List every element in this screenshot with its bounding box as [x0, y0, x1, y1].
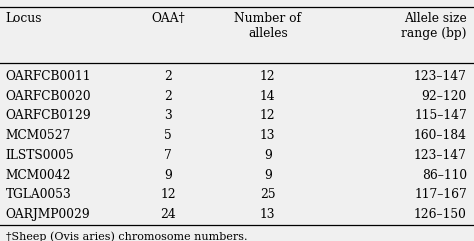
Text: OARFCB0011: OARFCB0011 — [6, 70, 91, 83]
Text: 12: 12 — [260, 70, 275, 83]
Text: 9: 9 — [264, 169, 272, 182]
Text: OARFCB0129: OARFCB0129 — [6, 109, 91, 122]
Text: 123–147: 123–147 — [414, 149, 467, 162]
Text: Number of
alleles: Number of alleles — [234, 12, 301, 40]
Text: 3: 3 — [164, 109, 172, 122]
Text: 9: 9 — [264, 149, 272, 162]
Text: 2: 2 — [164, 70, 172, 83]
Text: 12: 12 — [161, 188, 176, 201]
Text: 160–184: 160–184 — [414, 129, 467, 142]
Text: 5: 5 — [164, 129, 172, 142]
Text: †Sheep (Ovis aries) chromosome numbers.: †Sheep (Ovis aries) chromosome numbers. — [6, 231, 247, 241]
Text: 7: 7 — [164, 149, 172, 162]
Text: 25: 25 — [260, 188, 275, 201]
Text: Locus: Locus — [6, 12, 42, 25]
Text: 13: 13 — [260, 208, 275, 221]
Text: TGLA0053: TGLA0053 — [6, 188, 72, 201]
Text: 12: 12 — [260, 109, 275, 122]
Text: 123–147: 123–147 — [414, 70, 467, 83]
Text: OARFCB0020: OARFCB0020 — [6, 90, 91, 103]
Text: 117–167: 117–167 — [414, 188, 467, 201]
Text: ILSTS0005: ILSTS0005 — [6, 149, 74, 162]
Text: 2: 2 — [164, 90, 172, 103]
Text: 115–147: 115–147 — [414, 109, 467, 122]
Text: Allele size
range (bp): Allele size range (bp) — [401, 12, 467, 40]
Text: 92–120: 92–120 — [422, 90, 467, 103]
Text: 14: 14 — [260, 90, 275, 103]
Text: OARJMP0029: OARJMP0029 — [6, 208, 91, 221]
Text: MCM0527: MCM0527 — [6, 129, 71, 142]
Text: 9: 9 — [164, 169, 172, 182]
Text: 86–110: 86–110 — [422, 169, 467, 182]
Text: MCM0042: MCM0042 — [6, 169, 71, 182]
Text: OAA†: OAA† — [151, 12, 185, 25]
Text: 24: 24 — [160, 208, 176, 221]
Text: 13: 13 — [260, 129, 275, 142]
Text: 126–150: 126–150 — [414, 208, 467, 221]
